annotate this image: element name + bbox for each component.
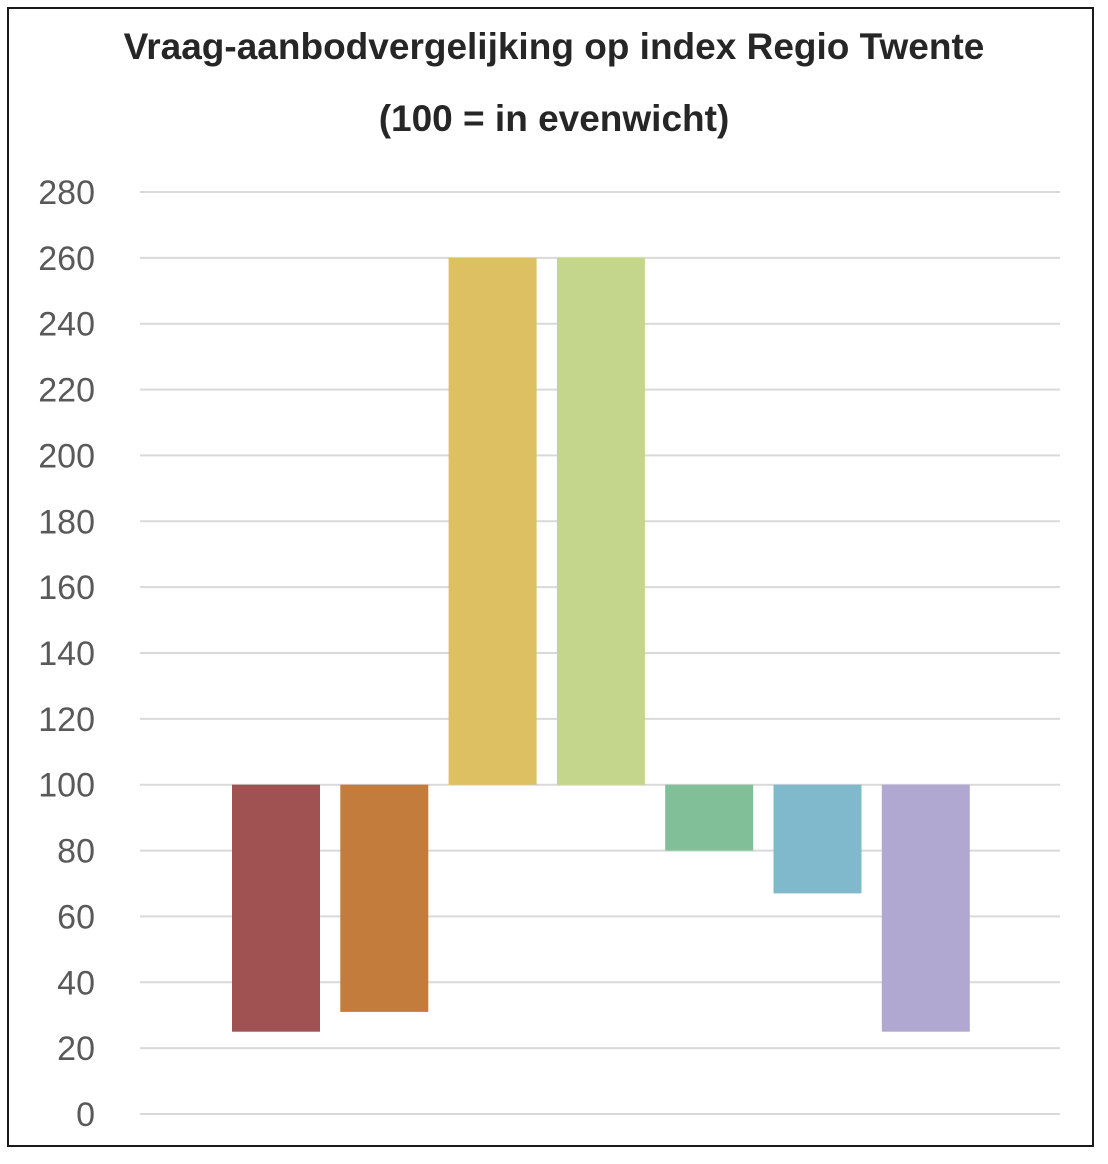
y-tick-label: 280	[38, 174, 95, 212]
y-tick-label: 240	[38, 306, 95, 344]
bar-1	[232, 784, 320, 1032]
chart-title: Vraag-aanbodvergelijking op index Regio …	[123, 26, 985, 67]
bar-6	[773, 784, 862, 894]
y-tick-label: 160	[38, 569, 95, 607]
bars	[232, 257, 970, 1032]
bar-4	[556, 257, 645, 785]
bar-5	[665, 784, 754, 851]
y-tick-label: 20	[57, 1030, 95, 1068]
y-tick-label: 220	[38, 372, 95, 410]
y-tick-label: 260	[38, 240, 95, 278]
chart-subtitle: (100 = in evenwicht)	[378, 98, 730, 139]
y-tick-label: 200	[38, 437, 95, 475]
y-tick-label: 0	[76, 1096, 95, 1134]
y-tick-label: 100	[38, 767, 95, 805]
y-tick-label: 180	[38, 503, 95, 541]
y-tick-label: 80	[57, 833, 95, 871]
y-tick-label: 120	[38, 701, 95, 739]
y-axis-tick-labels: 0 20 40 60 80 100 120 140 160 180 200 220 240 260 280	[38, 174, 95, 1134]
y-tick-label: 60	[57, 898, 95, 936]
bar-3	[448, 257, 537, 785]
y-tick-label: 140	[38, 635, 95, 673]
y-tick-label: 40	[57, 964, 95, 1002]
bar-7	[881, 784, 970, 1032]
bar-2	[340, 784, 429, 1012]
